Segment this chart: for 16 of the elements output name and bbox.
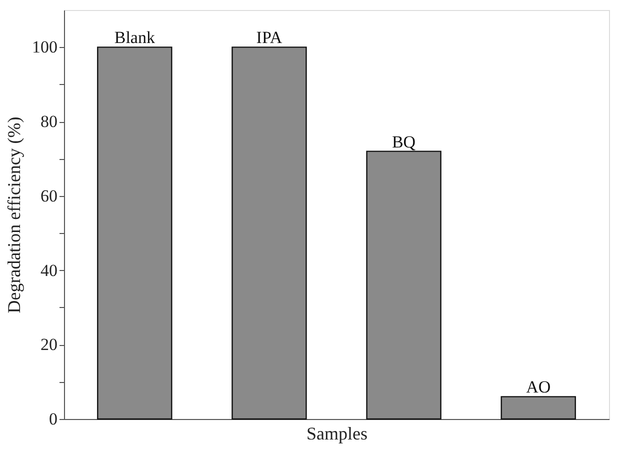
- bar: [500, 396, 576, 420]
- x-tick-label: IPA: [256, 28, 283, 48]
- y-tick-label: 0: [49, 410, 58, 428]
- x-tick-label: BQ: [392, 132, 416, 152]
- bar: [232, 46, 307, 420]
- y-tick-label: 40: [40, 260, 58, 280]
- x-tick-label: AO: [526, 378, 551, 397]
- bar: [97, 46, 172, 420]
- y-tick-label: 60: [40, 186, 58, 206]
- y-axis-title: Degradation efficiency (%): [4, 116, 24, 314]
- y-tick-label: 100: [32, 38, 58, 57]
- x-axis-title: Samples: [306, 424, 368, 444]
- y-tick-label: 80: [40, 112, 58, 132]
- bar: [366, 150, 442, 420]
- y-tick-label: 20: [40, 335, 58, 354]
- x-tick-label: Blank: [114, 28, 156, 48]
